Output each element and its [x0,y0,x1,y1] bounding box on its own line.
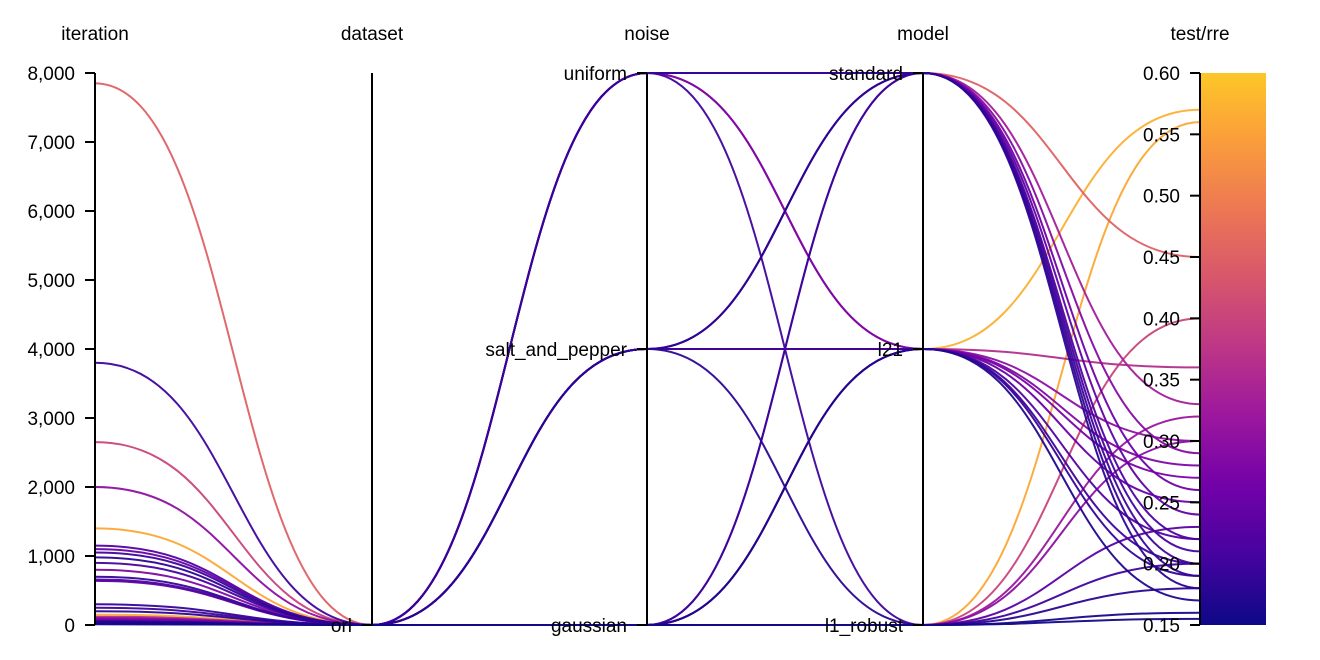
tick-label: 4,000 [27,340,75,361]
tick-label: 0.25 [1143,493,1180,514]
tick-label: 0.60 [1143,64,1180,85]
category-label: orl [331,616,352,637]
tick-label: 0.35 [1143,371,1180,392]
tick-label: 0.15 [1143,616,1180,637]
tick-label: 0.55 [1143,125,1180,146]
axis-iteration: iteration 0 1,000 2,000 3,000 4,000 5,000 6,000… [27,24,128,637]
tick-label: 0 [64,616,75,637]
tick-label: 2,000 [27,478,75,499]
tick-label: 6,000 [27,202,75,223]
tick-label: 8,000 [27,64,75,85]
color-bar-gradient [1200,73,1266,625]
axis-model: model l1_robust l21 standard [825,24,949,637]
tick-label: 0.50 [1143,187,1180,208]
tick-label: 0.30 [1143,432,1180,453]
axis-title: noise [624,24,669,45]
axis-title: dataset [341,24,404,45]
category-label: l1_robust [825,616,904,637]
category-label: standard [829,64,903,85]
axis-title: iteration [61,24,129,45]
axis-dataset: dataset orl [331,24,404,637]
tick-label: 1,000 [27,547,75,568]
category-label: gaussian [551,616,627,637]
axis-test-rre: test/rre 0.15 0.20 0.25 0.30 0.35 0.40 0.45 0.50… [1143,24,1230,637]
tick-label: 3,000 [27,409,75,430]
tick-label: 7,000 [27,133,75,154]
category-label: salt_and_pepper [485,340,627,361]
category-label: l21 [878,340,903,361]
axis-title: model [897,24,949,45]
tick-label: 0.45 [1143,248,1180,269]
axis-title: test/rre [1170,24,1229,45]
tick-label: 0.40 [1143,309,1180,330]
tick-label: 0.20 [1143,555,1180,576]
axis-noise: noise gaussian salt_and_pepper uniform [485,24,669,637]
color-bar [1200,73,1266,625]
category-label: uniform [564,64,627,85]
tick-label: 5,000 [27,271,75,292]
axes: iteration 0 1,000 2,000 3,000 4,000 5,000 6,000… [27,24,1229,637]
